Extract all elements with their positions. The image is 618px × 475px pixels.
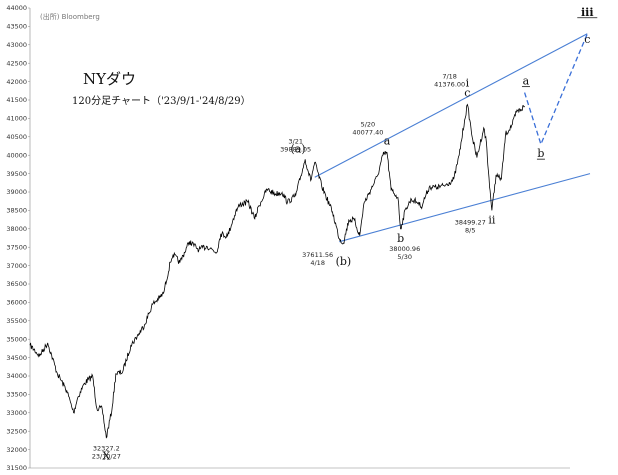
wave-label: i — [466, 77, 470, 90]
price-series — [29, 103, 525, 439]
trendline — [339, 173, 591, 243]
wave-label: a — [384, 134, 391, 147]
y-tick-label: 38500 — [6, 207, 27, 215]
price-line — [29, 103, 525, 439]
value-label: 4/18 — [310, 259, 325, 267]
wave-label: c — [464, 87, 470, 100]
forecast-series — [523, 33, 588, 147]
wave-label: b — [537, 147, 544, 160]
y-tick-label: 40000 — [6, 151, 27, 159]
forecast-line — [523, 33, 588, 147]
trendlines — [314, 33, 591, 243]
value-label: 23/10/27 — [92, 453, 121, 461]
value-label: 38499.27 — [455, 218, 486, 226]
y-tick-label: 32000 — [6, 446, 27, 454]
y-tick-label: 42500 — [6, 59, 27, 67]
y-axis: 31500 32000 32500 33000 33500 34000 34500 35000… — [6, 4, 570, 472]
y-tick-label: 43000 — [6, 41, 27, 49]
value-label: 5/30 — [397, 253, 412, 261]
wave-label: iii — [581, 6, 594, 19]
y-tick-label: 41500 — [6, 96, 27, 104]
y-tick-label: 38000 — [6, 225, 27, 233]
trendline — [314, 33, 588, 178]
value-label: 32327.2 — [93, 445, 120, 453]
value-label: 37611.56 — [302, 251, 333, 259]
y-tick-label: 39000 — [6, 188, 27, 196]
y-tick-label: 33000 — [6, 409, 27, 417]
y-tick-label: 36500 — [6, 280, 27, 288]
wave-label: b — [397, 232, 404, 245]
wave-label: a — [523, 75, 530, 88]
y-tick-label: 31500 — [6, 464, 27, 472]
wave-label: c — [584, 33, 590, 46]
wave-label: X — [102, 450, 110, 463]
chart-title: NYダウ — [83, 70, 136, 88]
value-label: 38000.96 — [389, 245, 420, 253]
source-label: (出所) Bloomberg — [40, 12, 100, 21]
value-label: 41376.00 — [434, 81, 465, 89]
y-tick-label: 39500 — [6, 170, 27, 178]
y-tick-label: 35000 — [6, 335, 27, 343]
wave-label: (a) — [290, 142, 305, 155]
wave-label: (b) — [336, 255, 352, 268]
value-label: 5/20 — [361, 120, 376, 128]
value-label: 40077.40 — [352, 128, 383, 136]
y-tick-label: 42000 — [6, 78, 27, 86]
annotations: 32327.223/10/27X3/2139889.05(a)37611.564… — [92, 6, 598, 463]
chart-subtitle: 120分足チャート（'23/9/1-'24/8/29） — [72, 95, 251, 107]
value-label: 7/18 — [442, 73, 457, 81]
value-label: 8/5 — [465, 226, 475, 234]
y-tick-label: 37000 — [6, 262, 27, 270]
y-tick-label: 37500 — [6, 243, 27, 251]
y-tick-label: 34500 — [6, 354, 27, 362]
y-tick-label: 44000 — [6, 4, 27, 12]
value-label: 39889.05 — [280, 145, 311, 153]
y-tick-label: 34000 — [6, 372, 27, 380]
y-tick-label: 40500 — [6, 133, 27, 141]
value-label: 3/21 — [288, 137, 303, 145]
y-tick-label: 33500 — [6, 391, 27, 399]
y-tick-label: 35500 — [6, 317, 27, 325]
y-tick-label: 43500 — [6, 23, 27, 31]
wave-label: ii — [488, 213, 496, 226]
y-tick-label: 36000 — [6, 299, 27, 307]
y-tick-label: 32500 — [6, 427, 27, 435]
y-tick-label: 41000 — [6, 115, 27, 123]
